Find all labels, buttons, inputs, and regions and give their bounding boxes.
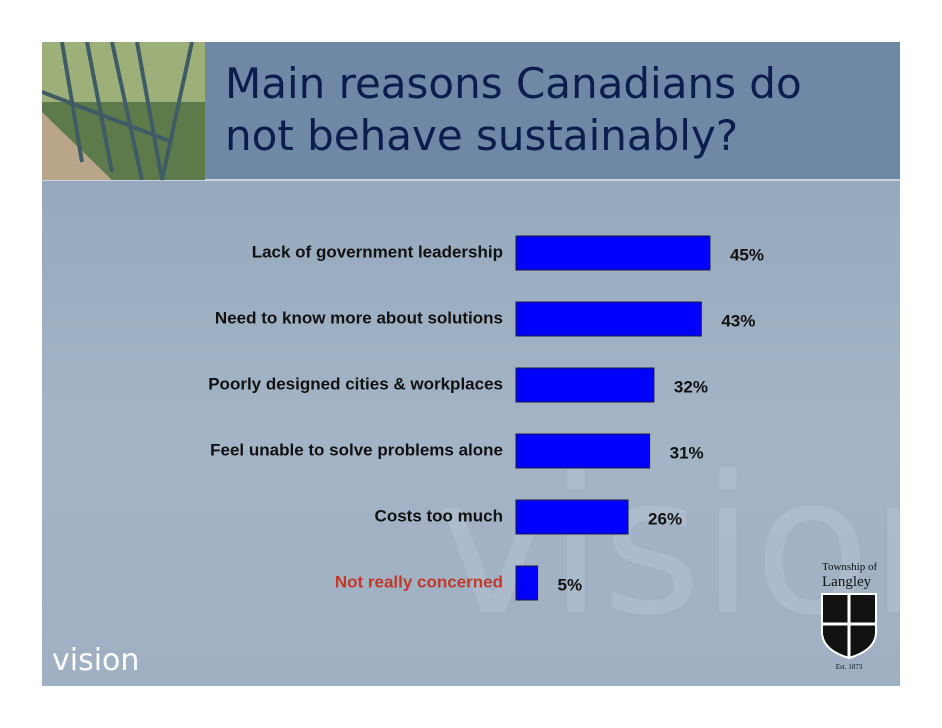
header-rule	[42, 179, 900, 181]
category-label: Feel unable to solve problems alone	[210, 440, 503, 459]
slide-graphics: vision vision Township of Langley Est. 1…	[42, 42, 900, 678]
logo-established: Est. 1873	[836, 663, 863, 671]
category-label: Costs too much	[375, 506, 503, 525]
category-label: Poorly designed cities & workplaces	[208, 374, 503, 393]
logo: Township of Langley Est. 1873	[821, 561, 877, 671]
slide: vision vision Township of Langley Est. 1…	[42, 42, 900, 686]
bar	[515, 367, 655, 403]
value-label: 26%	[648, 509, 682, 528]
chart: Lack of government leadership 45% Need to …	[208, 235, 764, 601]
bar	[515, 499, 629, 535]
bar	[515, 433, 651, 469]
header-photo	[42, 42, 205, 181]
value-label: 45%	[730, 245, 764, 264]
value-label: 5%	[558, 575, 583, 594]
category-label: Lack of government leadership	[252, 242, 503, 261]
value-label: 43%	[721, 311, 755, 330]
category-label: Not really concerned	[335, 572, 503, 591]
value-label: 31%	[670, 443, 704, 462]
tagline: vision	[52, 643, 139, 678]
category-label: Need to know more about solutions	[215, 308, 503, 327]
logo-line1: Township of	[822, 561, 877, 573]
chart-title: Main reasons Canadians do not behave sus…	[225, 59, 802, 160]
bar	[515, 565, 539, 601]
logo-line2: Langley	[822, 574, 872, 590]
bar	[515, 301, 702, 337]
bar	[515, 235, 711, 271]
value-label: 32%	[674, 377, 708, 396]
